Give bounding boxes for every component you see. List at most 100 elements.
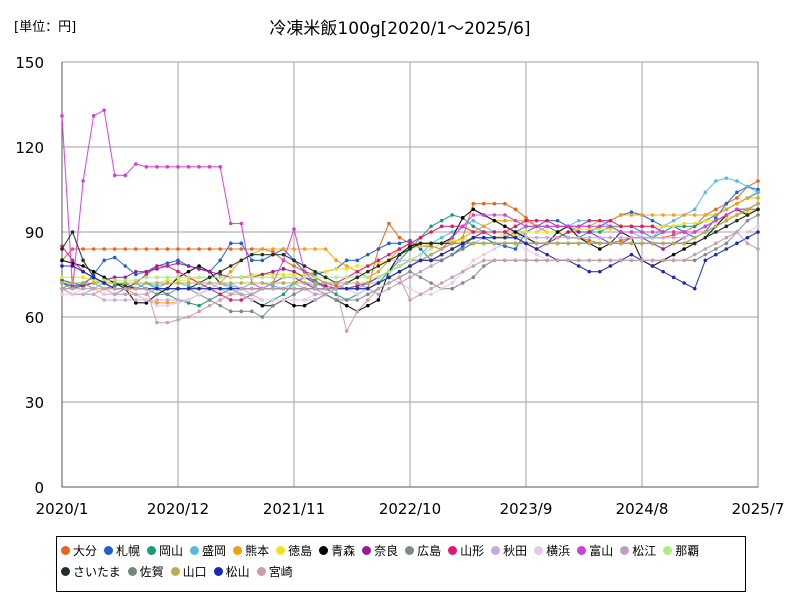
series-point [397, 241, 402, 246]
series-point [387, 258, 391, 263]
series-point [197, 309, 201, 314]
series-point [112, 173, 117, 178]
series-point [207, 165, 212, 169]
series-point [271, 250, 275, 254]
series-point [155, 301, 159, 305]
series-point [260, 247, 265, 251]
series-point [756, 207, 760, 212]
series-point [186, 284, 191, 288]
series-point [302, 264, 307, 268]
series-point [123, 284, 128, 288]
series-point [450, 213, 454, 217]
series-point [397, 269, 402, 274]
series-point [228, 284, 233, 288]
series-point [587, 224, 592, 229]
series-point [450, 224, 454, 229]
series-point [555, 224, 560, 229]
series-point [366, 286, 370, 291]
series-point [81, 284, 85, 288]
series-point [250, 286, 254, 291]
series-point [608, 224, 613, 229]
x-tick-label: 2023/9 [500, 500, 553, 518]
series-point [640, 241, 644, 246]
series-point [471, 241, 476, 246]
series-point [576, 224, 581, 229]
series-point [355, 269, 360, 274]
series-point [70, 292, 75, 297]
series-point [418, 292, 423, 297]
series-point [650, 213, 655, 217]
legend-swatch [319, 546, 329, 555]
series-point [756, 179, 760, 183]
series-point [91, 247, 96, 251]
series-point [408, 244, 412, 248]
series-point [250, 309, 254, 314]
series-point [629, 252, 634, 257]
series-point [482, 230, 486, 234]
series-point [566, 224, 570, 229]
series-point [70, 281, 75, 285]
series-point [70, 264, 75, 268]
series-point [218, 286, 222, 291]
series-point [207, 269, 212, 274]
series-point [408, 269, 412, 274]
series-point [228, 269, 233, 274]
series-point [418, 241, 423, 246]
series-point [207, 281, 212, 285]
series-point [650, 235, 655, 240]
series-point [292, 264, 296, 268]
series-point [123, 281, 128, 285]
series-point [155, 284, 159, 288]
series-point [608, 264, 613, 268]
series-point [429, 292, 433, 297]
series-point [239, 309, 244, 314]
series-point [513, 218, 518, 223]
series-point [155, 298, 159, 302]
series-point [629, 235, 634, 240]
legend-swatch [405, 546, 415, 555]
series-point [366, 298, 370, 302]
series-point [450, 275, 454, 280]
series-point [492, 247, 497, 251]
series-point [640, 224, 644, 229]
series-point [281, 281, 286, 285]
series-point [756, 230, 760, 234]
series-point [228, 275, 233, 280]
legend-label: 秋田 [503, 544, 528, 558]
series-point [703, 230, 708, 234]
chart-legend: 大分 札幌 岡山 盛岡 熊本 徳島 青森 奈良 広島 山形 秋田 横浜 富山 松江 那覇 さいたま 佐賀 山口 松山… [56, 536, 746, 592]
series-point [724, 207, 729, 212]
series-point [482, 224, 486, 229]
series-point [482, 252, 486, 257]
series-point [271, 286, 275, 291]
series-point [323, 292, 328, 297]
series-point [376, 247, 381, 251]
series-point [745, 235, 750, 240]
series-point [112, 292, 117, 297]
series-point [682, 281, 686, 285]
series-point [418, 244, 423, 248]
series-point [165, 301, 170, 305]
series-point [292, 292, 296, 297]
series-point [545, 252, 549, 257]
series-point [671, 230, 676, 234]
series-point [534, 224, 539, 229]
series-point [418, 247, 423, 251]
series-point [70, 261, 75, 265]
series-point [302, 286, 307, 291]
series-point [576, 227, 581, 231]
series-point [271, 247, 275, 251]
legend-item: 松江 [620, 540, 656, 561]
series-point [123, 264, 128, 268]
legend-swatch [534, 546, 544, 555]
series-point [228, 292, 233, 297]
series-point [439, 286, 444, 291]
legend-swatch [170, 567, 180, 576]
series-point [671, 258, 676, 263]
series-point [366, 269, 370, 274]
series-point [534, 252, 539, 257]
series-point [281, 267, 286, 271]
series-point [482, 213, 486, 217]
series-point [714, 207, 718, 212]
legend-swatch [190, 546, 200, 555]
